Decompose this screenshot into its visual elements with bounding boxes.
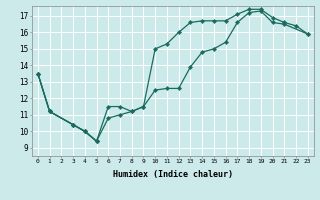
X-axis label: Humidex (Indice chaleur): Humidex (Indice chaleur): [113, 170, 233, 179]
